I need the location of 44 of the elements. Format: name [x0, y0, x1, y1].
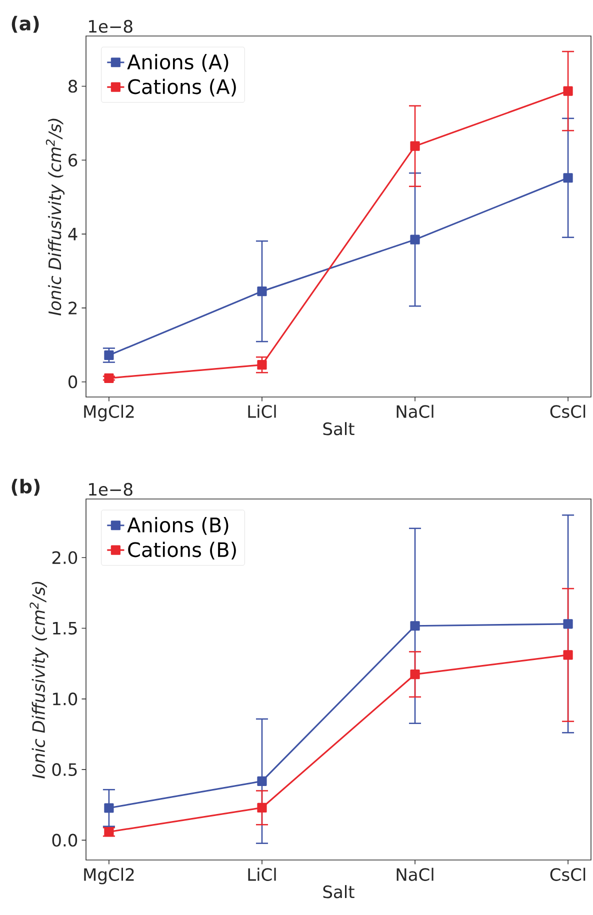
legend-label: Anions (A)	[127, 54, 228, 72]
x-axis-title: Salt	[323, 885, 354, 898]
legend-label: Anions (B)	[127, 517, 228, 535]
y-tick-label: 6	[68, 154, 78, 167]
point	[257, 776, 267, 786]
point	[410, 670, 420, 680]
y-tick-label: 1.5	[53, 622, 77, 635]
y-axis-title: Ionic Diffusivity (cm$^{2}$/s)	[46, 118, 65, 316]
point	[104, 803, 114, 813]
point	[563, 619, 573, 629]
point	[410, 621, 420, 631]
point	[563, 173, 573, 183]
x-axis-title: Salt	[323, 422, 354, 436]
chart-title: (b)	[12, 478, 40, 496]
y-tick-label: 0	[68, 375, 78, 388]
y-tick-label: 8	[68, 80, 78, 93]
legend-label: Cations (A)	[128, 78, 236, 97]
legend-label: Cations (B)	[128, 542, 236, 560]
x-tick-label: CsCl	[550, 404, 586, 418]
y-tick-label: 1.0	[53, 692, 78, 706]
text: 1e−8	[89, 482, 132, 496]
y-tick-label: 4	[68, 228, 78, 240]
y-tick-label: 0.0	[52, 834, 78, 847]
y-axis-title: Ionic Diffusivity (cm$^{2}$/s)	[30, 582, 48, 778]
x-tick-label: MgCl2	[84, 404, 134, 422]
y-tick-label: 2.0	[52, 551, 78, 564]
y-tick-label: 2	[68, 302, 76, 314]
point	[410, 234, 420, 244]
y-tick-label: 0.5	[52, 763, 77, 776]
point	[563, 650, 573, 660]
x-tick-label: NaCl	[396, 868, 434, 881]
x-tick-label: CsCl	[550, 868, 586, 881]
point	[104, 373, 114, 383]
point	[257, 286, 267, 296]
x-tick-label: NaCl	[396, 404, 434, 418]
x-tick-label: LiCl	[248, 404, 276, 418]
point	[563, 86, 573, 96]
x-tick-label: LiCl	[248, 868, 276, 881]
text: 1e−8	[89, 20, 132, 33]
point	[257, 802, 267, 813]
point	[410, 141, 420, 151]
chart-title: (a)	[12, 16, 39, 33]
point	[257, 360, 267, 370]
x-tick-label: MgCl2	[84, 868, 134, 884]
